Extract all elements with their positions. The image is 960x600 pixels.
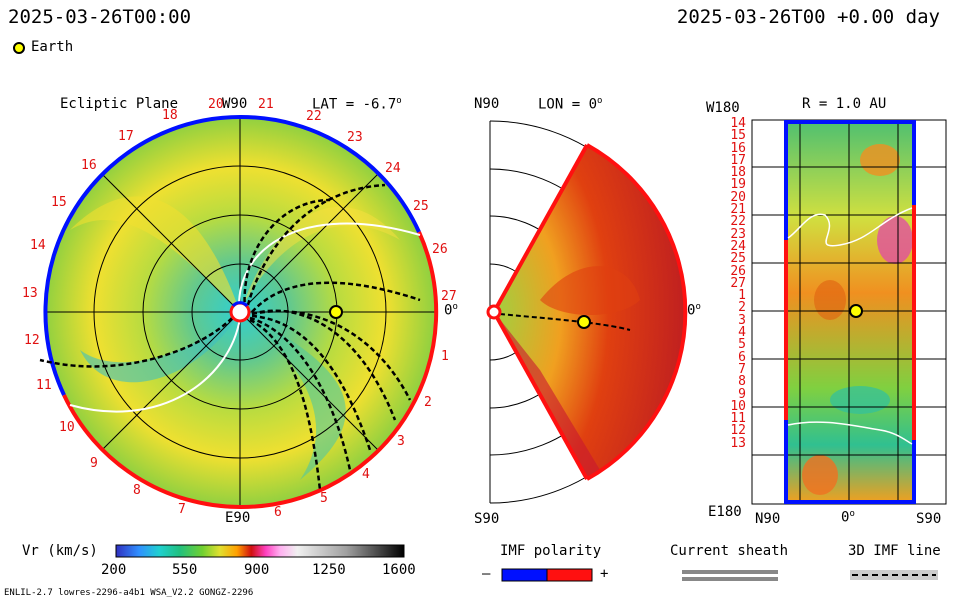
colorbar-tick: 900: [244, 562, 270, 578]
carrington-tick: 20: [208, 97, 224, 112]
imf-plus-label: +: [600, 566, 609, 582]
imf-polarity-label: IMF polarity: [500, 543, 602, 559]
carrington-tick: 22: [306, 109, 322, 124]
colorbar-tick: 200: [101, 562, 127, 578]
map-title: R = 1.0 AU: [802, 96, 887, 112]
map-top-left-label: W180: [706, 100, 740, 116]
map-y-tick: 15: [730, 128, 746, 144]
meridional-lon-label: LON = 0o: [538, 96, 603, 113]
carrington-tick: 11: [36, 378, 52, 393]
ecliptic-plot: [39, 114, 439, 510]
ecliptic-bottom-label: E90: [225, 510, 251, 526]
carrington-tick: 10: [59, 420, 75, 435]
map-y-tick: 2: [738, 300, 746, 316]
map-y-tick: 1: [738, 288, 746, 304]
carrington-tick: 7: [178, 502, 186, 517]
ecliptic-right-label: 0o: [444, 302, 458, 319]
map-y-tick: 5: [738, 337, 746, 353]
map-y-tick: 11: [730, 411, 746, 427]
map-x-label-0: 0o: [841, 509, 855, 526]
carrington-tick: 4: [362, 467, 370, 482]
map-y-tick: 22: [730, 214, 746, 230]
earth-marker-meridional: [577, 315, 591, 329]
map-y-tick: 6: [738, 349, 746, 365]
meridional-plot: [486, 120, 688, 504]
imf-positive-swatch: [546, 568, 593, 582]
map-y-tick: 19: [730, 177, 746, 193]
map-y-tick: 27: [730, 275, 746, 291]
map-y-tick: 23: [730, 226, 746, 242]
map-y-tick: 16: [730, 140, 746, 156]
imf-line-swatch: [850, 570, 938, 580]
meridional-bottom-label: S90: [474, 511, 500, 527]
carrington-tick: 5: [320, 491, 328, 506]
colorbar-label: Vr (km/s): [22, 543, 98, 559]
ecliptic-top-label: W90: [222, 96, 248, 112]
imf-line-label: 3D IMF line: [848, 543, 941, 559]
colorbar-tick: 1250: [312, 562, 346, 578]
map-y-tick: 7: [738, 361, 746, 377]
map-y-tick: 14: [730, 116, 746, 131]
carrington-tick: 2: [424, 395, 432, 410]
carrington-tick: 9: [90, 456, 98, 471]
map-y-tick: 4: [738, 325, 746, 341]
colorbar-tick: 1600: [382, 562, 416, 578]
meridional-right-label: 0o: [687, 302, 701, 319]
carrington-tick: 14: [30, 238, 46, 253]
carrington-tick: 17: [118, 129, 134, 144]
map-y-tick: 3: [738, 312, 746, 328]
colorbar-tick: 550: [172, 562, 198, 578]
map-y-tick: 24: [730, 238, 746, 254]
carrington-tick: 21: [258, 97, 274, 112]
velocity-colorbar: [115, 544, 405, 558]
carrington-tick: 24: [385, 161, 401, 176]
map-y-tick: 25: [730, 251, 746, 267]
carrington-tick: 25: [413, 199, 429, 214]
map-y-tick: 9: [738, 386, 746, 402]
carrington-tick: 6: [274, 505, 282, 520]
map-y-tick: 17: [730, 152, 746, 168]
map-y-tick: 13: [730, 435, 746, 451]
ecliptic-title: Ecliptic Plane: [60, 96, 179, 112]
current-sheath-label: Current sheath: [670, 543, 789, 559]
carrington-tick: 16: [81, 158, 97, 173]
carrington-tick: 1: [441, 349, 449, 364]
current-sheath-swatch: [682, 570, 778, 581]
map-bottom-left-label: E180: [708, 504, 742, 520]
map-y-tick: 21: [730, 202, 746, 218]
imf-negative-swatch: [501, 568, 548, 582]
run-label: 2025-03-26T00 +0.00 day: [676, 6, 940, 28]
map-y-tick: 26: [730, 263, 746, 279]
map-y-tick: 12: [730, 423, 746, 439]
carrington-tick: 12: [24, 333, 40, 348]
earth-legend-icon: [13, 42, 25, 54]
carrington-tick: 26: [432, 242, 448, 257]
map-y-tick: 18: [730, 165, 746, 181]
datetime-label: 2025-03-26T00:00: [8, 6, 192, 28]
radial-map-plot: [751, 119, 947, 505]
earth-marker-map: [849, 304, 863, 318]
map-y-tick: 8: [738, 374, 746, 390]
carrington-tick: 8: [133, 483, 141, 498]
carrington-tick: 3: [397, 434, 405, 449]
map-y-tick: 10: [730, 398, 746, 414]
earth-marker-ecliptic: [329, 305, 343, 319]
carrington-tick: 18: [162, 108, 178, 123]
earth-legend-label: Earth: [31, 39, 74, 55]
map-y-tick: 20: [730, 189, 746, 205]
model-info: ENLIL-2.7 lowres-2296-a4b1 WSA_V2.2 GONG…: [4, 588, 254, 598]
carrington-tick: 23: [347, 130, 363, 145]
map-x-label-n90: N90: [755, 511, 781, 527]
carrington-tick: 13: [22, 286, 38, 301]
imf-minus-label: –: [482, 566, 491, 582]
carrington-tick: 15: [51, 195, 67, 210]
map-x-label-s90: S90: [916, 511, 942, 527]
ecliptic-lat-label: LAT = -6.7o: [312, 96, 402, 113]
carrington-tick: 27: [441, 289, 457, 304]
meridional-top-label: N90: [474, 96, 500, 112]
map-y-axis: 14 15 16 17 18 19 20 21 22 23 24 25 26 2…: [726, 116, 746, 451]
